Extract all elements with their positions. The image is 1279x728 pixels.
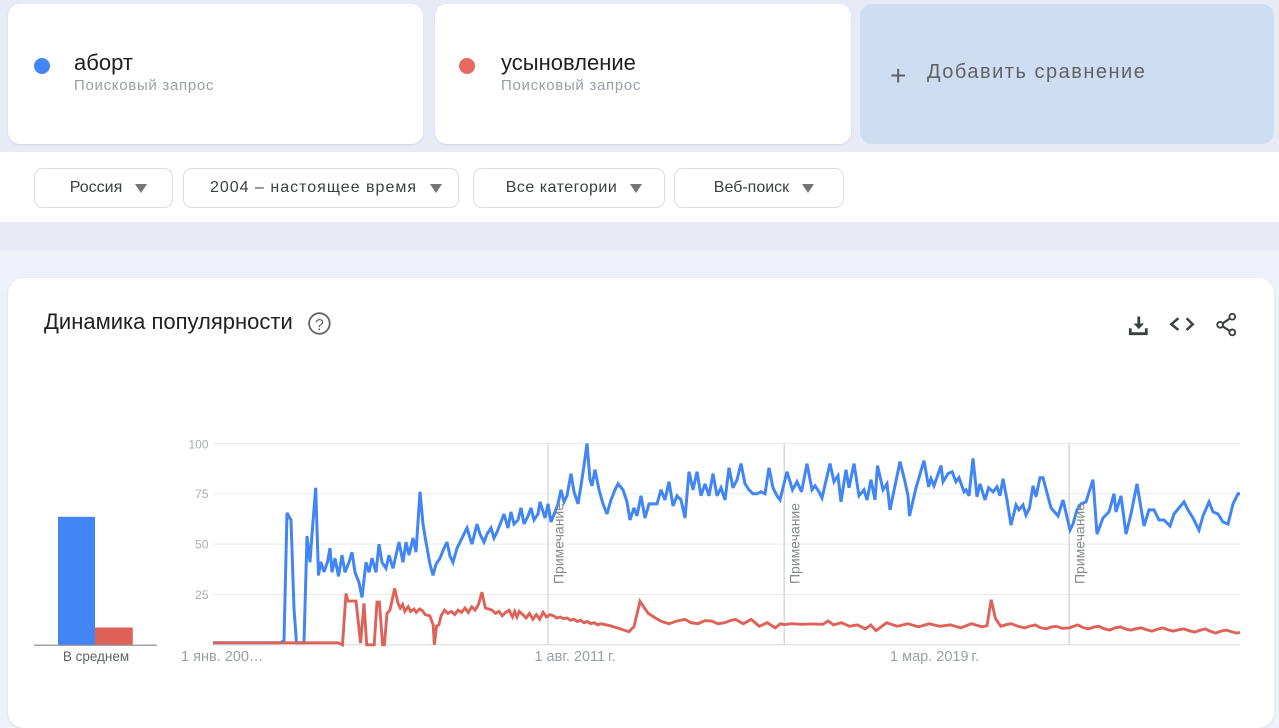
svg-text:75: 75 <box>195 487 209 501</box>
svg-text:1 авг. 2011 г.: 1 авг. 2011 г. <box>534 649 615 665</box>
svg-text:Примечание: Примечание <box>550 503 566 584</box>
svg-text:Примечание: Примечание <box>787 503 803 584</box>
svg-text:100: 100 <box>188 438 208 452</box>
svg-text:50: 50 <box>195 538 209 552</box>
svg-text:25: 25 <box>195 588 209 602</box>
svg-text:1 янв. 200…: 1 янв. 200… <box>181 649 263 665</box>
svg-text:Примечание: Примечание <box>1072 503 1088 584</box>
svg-text:?: ? <box>315 317 324 334</box>
svg-text:1 мар. 2019 г.: 1 мар. 2019 г. <box>890 649 979 665</box>
svg-text:В среднем: В среднем <box>63 649 129 664</box>
